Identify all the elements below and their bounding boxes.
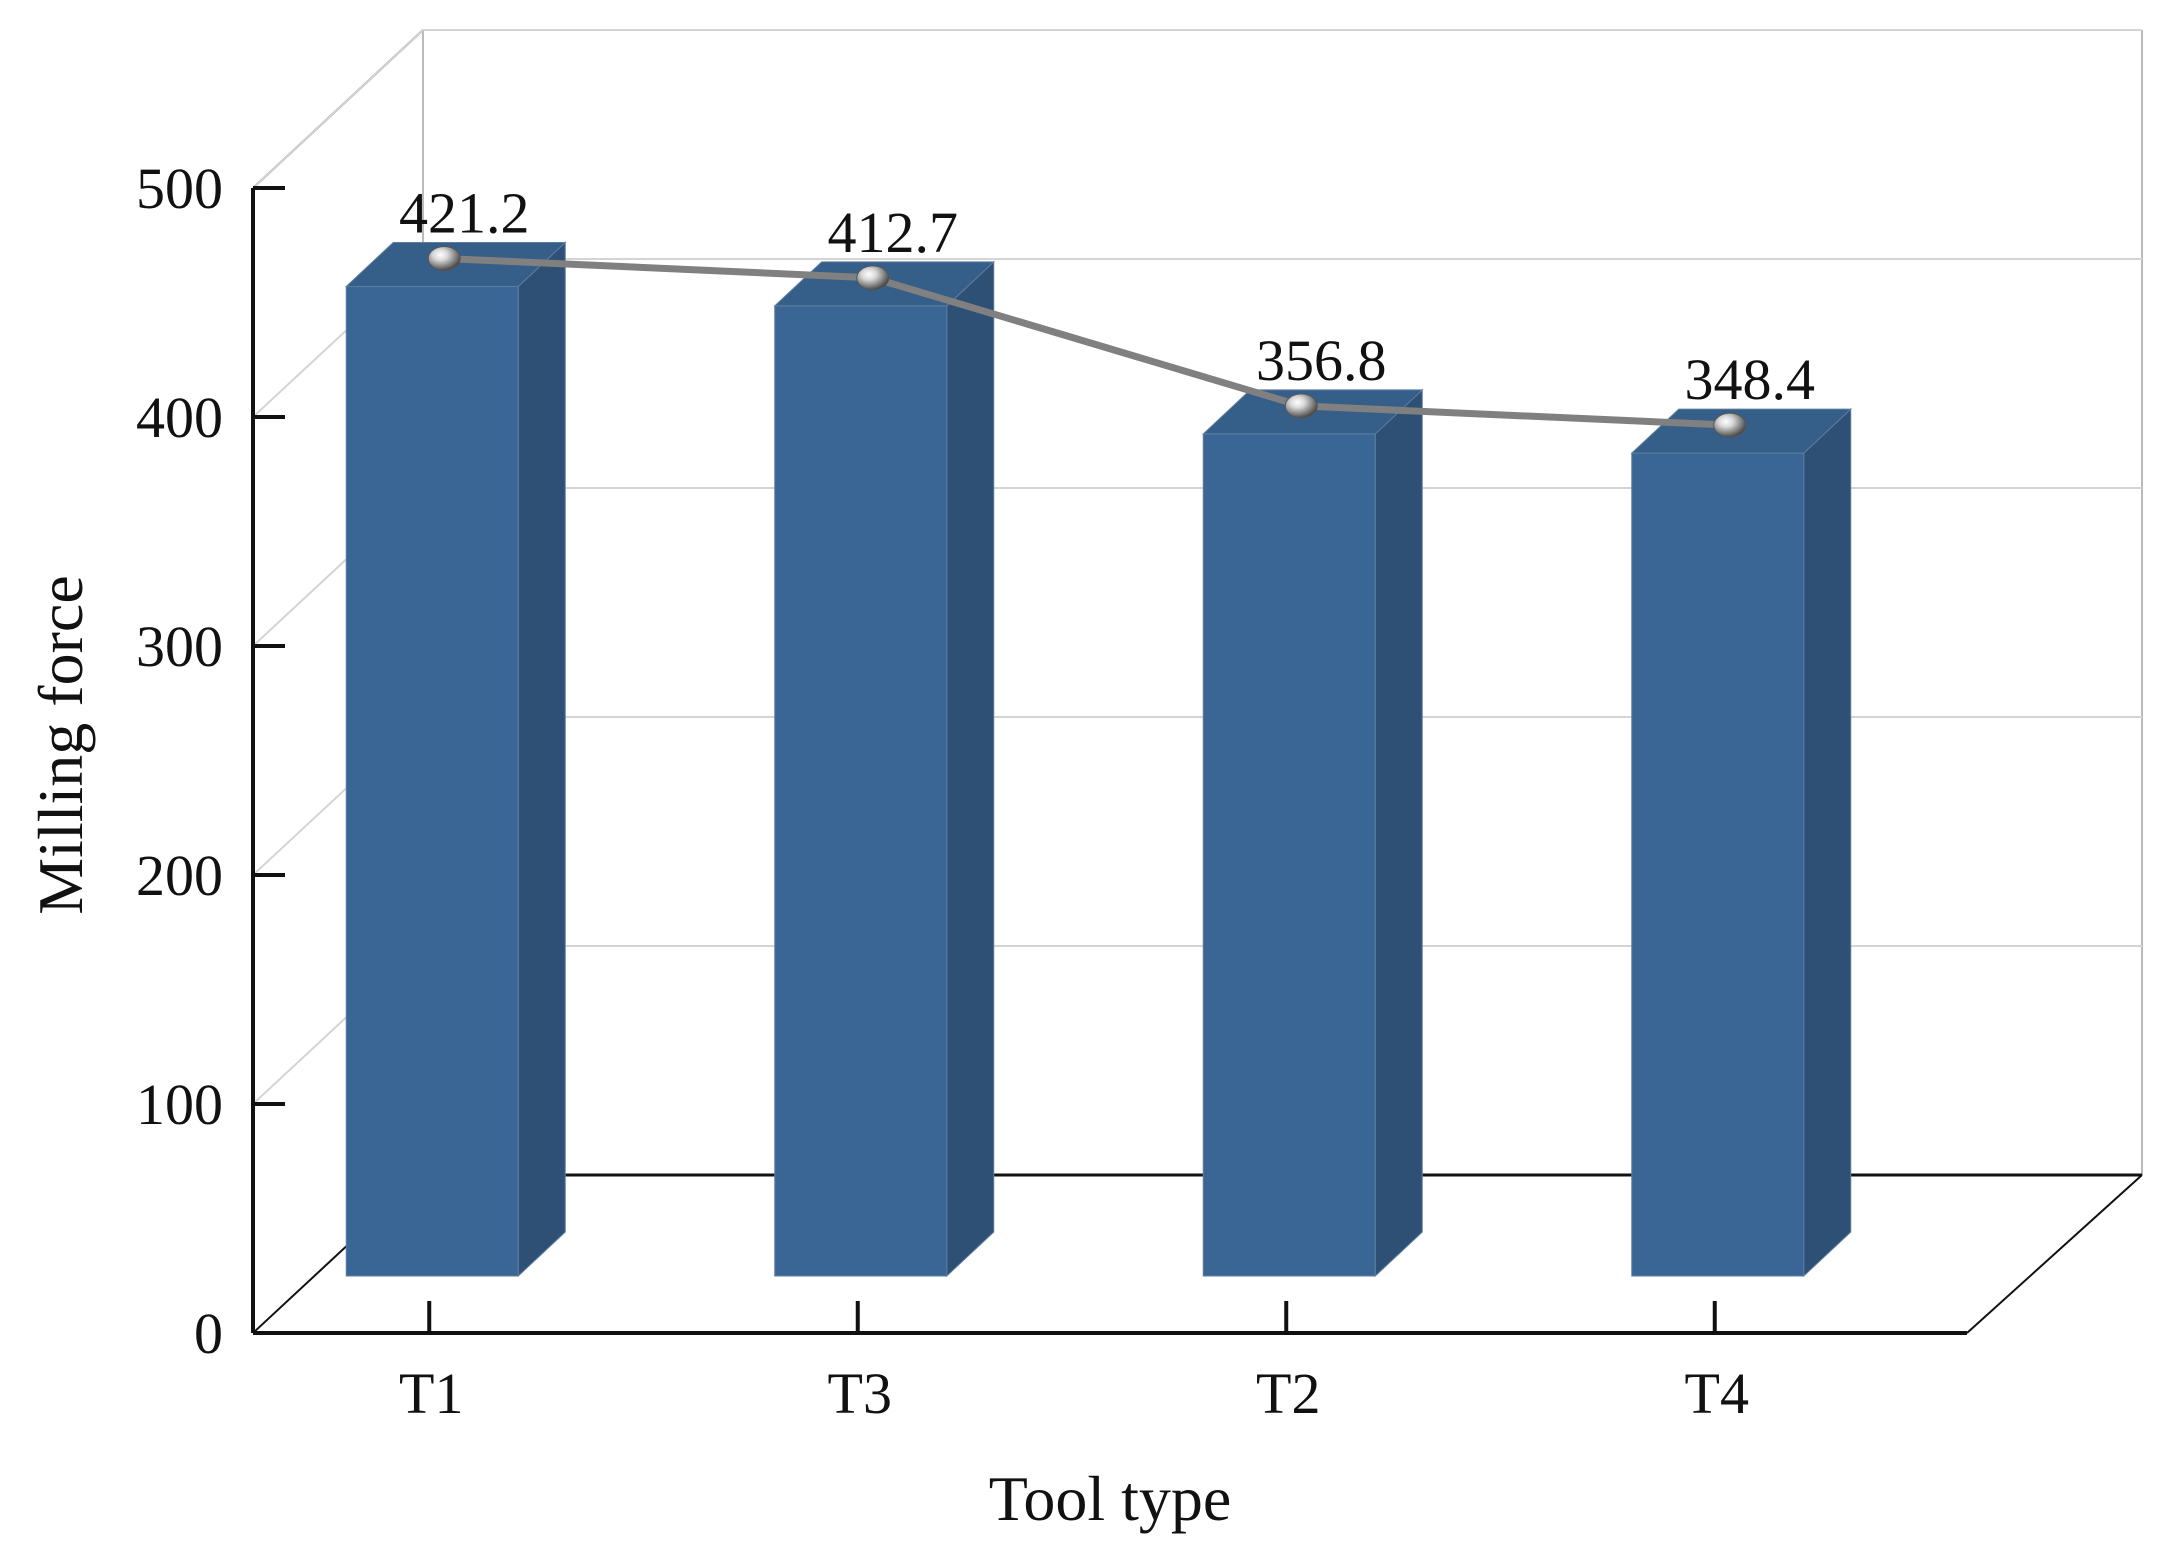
line-marker (856, 265, 890, 291)
y-tick-label: 300 (136, 614, 223, 679)
y-tick-label: 200 (136, 843, 223, 908)
x-tick-label: T1 (399, 1361, 463, 1426)
bar-front-face (774, 305, 948, 1277)
trend-line (427, 245, 1747, 438)
bar (773, 260, 996, 1278)
y-tick-label: 100 (136, 1072, 223, 1137)
bar (1630, 408, 1853, 1278)
y-tick-label: 0 (194, 1301, 223, 1366)
gridline-diagonal (252, 29, 424, 189)
bar (344, 241, 567, 1278)
bar-front-face (1631, 452, 1805, 1277)
bar-side-face (517, 241, 566, 1278)
y-tick-label: 400 (136, 385, 223, 450)
y-axis-title: Milling force (25, 575, 96, 914)
series-line-path (444, 254, 1730, 429)
bar (1201, 388, 1424, 1278)
x-tick-label: T4 (1685, 1361, 1749, 1426)
data-label: 421.2 (399, 180, 530, 245)
bars (344, 241, 1853, 1278)
data-label: 348.4 (1685, 347, 1816, 412)
y-tick-label: 500 (136, 156, 223, 221)
data-label: 412.7 (828, 200, 959, 265)
data-label: 356.8 (1256, 328, 1387, 393)
x-axis-ticks: T1 T3 T2 T4 (399, 1301, 1749, 1426)
bar-side-face (946, 260, 995, 1278)
x-tick-label: T3 (828, 1361, 892, 1426)
bar-side-face (1374, 388, 1423, 1278)
bar-front-face (1202, 433, 1376, 1277)
x-axis-title: Tool type (989, 1463, 1232, 1534)
bar-front-face (345, 285, 519, 1277)
line-marker (1284, 393, 1318, 419)
depth-floor-right (1966, 1174, 2143, 1334)
x-tick-label: T2 (1256, 1361, 1320, 1426)
y-axis-ticks: 0 100 200 300 400 500 (136, 156, 285, 1366)
bar-side-face (1803, 408, 1852, 1278)
data-labels: 421.2 412.7 356.8 348.4 (399, 180, 1815, 412)
axes (251, 188, 1967, 1335)
line-marker (1713, 412, 1747, 438)
line-marker (427, 245, 461, 271)
